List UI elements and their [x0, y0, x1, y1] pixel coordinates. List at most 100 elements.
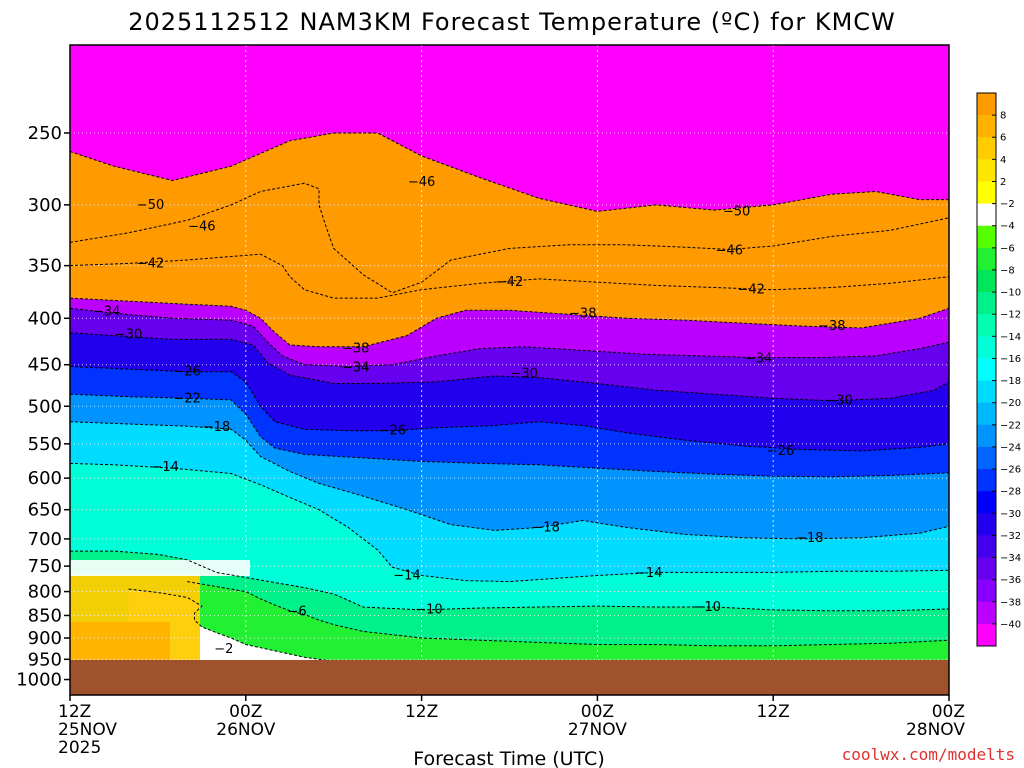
- x-axis-label: Forecast Time (UTC): [413, 748, 604, 768]
- x-tick-label-60-1: 28NOV: [906, 720, 965, 740]
- y-tick-label-450: 450: [28, 355, 62, 376]
- colorbar-swatch-3: [977, 159, 996, 182]
- colorbar-label--40: −40: [1000, 619, 1021, 630]
- contour-line--18: [70, 421, 949, 540]
- contour-label--26: −26: [767, 444, 794, 459]
- y-tick-label-350: 350: [28, 256, 62, 277]
- contour-label--34: −34: [745, 352, 772, 367]
- y-tick-label-650: 650: [28, 500, 62, 521]
- contour-label--18: −18: [203, 420, 230, 435]
- warm-layer-orange: [70, 622, 170, 664]
- colorbar-label--28: −28: [1000, 487, 1021, 498]
- x-tick-label-0-2: 2025: [58, 738, 101, 758]
- y-tick-label-250: 250: [28, 123, 62, 144]
- y-tick-label-400: 400: [28, 308, 62, 329]
- colorbar-swatch-23: [977, 601, 996, 625]
- colorbar-label--22: −22: [1000, 420, 1021, 431]
- y-tick-label-300: 300: [28, 195, 62, 216]
- colorbar-label--30: −30: [1000, 509, 1021, 520]
- contour-label--10: −10: [415, 602, 442, 617]
- pressure-axis: 2503003504004505005506006507007508008509…: [16, 123, 70, 691]
- contour-line--30: [70, 332, 949, 402]
- colorbar-label--18: −18: [1000, 376, 1021, 387]
- contour-label--50: −50: [723, 204, 750, 219]
- colorbar-label--16: −16: [1000, 354, 1021, 365]
- colorbar-label--4: −4: [1000, 221, 1015, 232]
- y-tick-label-600: 600: [28, 468, 62, 489]
- colorbar-swatch-19: [977, 513, 996, 536]
- colorbar-swatch-13: [977, 380, 996, 403]
- contour-label--50: −50: [137, 198, 164, 213]
- colorbar-label--34: −34: [1000, 553, 1021, 564]
- contour-line--46: [70, 182, 949, 294]
- y-tick-label-950: 950: [28, 649, 62, 670]
- x-tick-label-0-1: 25NOV: [58, 720, 117, 740]
- contour-line--50: [70, 132, 949, 212]
- colorbar-swatch-6: [977, 225, 996, 249]
- x-tick-label-36-0: 00Z: [581, 702, 614, 722]
- colorbar-frame: [976, 92, 997, 647]
- contour-label--10: −10: [694, 600, 721, 615]
- contour-label--18: −18: [796, 531, 823, 546]
- colorbar-label--36: −36: [1000, 575, 1021, 586]
- colorbar-label-4: 4: [1000, 155, 1006, 166]
- contour-label--26: −26: [379, 424, 406, 439]
- colorbar-swatch-14: [977, 402, 996, 426]
- colorbar-swatch-5: [977, 203, 996, 227]
- colorbar-swatch-20: [977, 535, 996, 558]
- ground-surface: [70, 660, 949, 695]
- contour-line--42: [70, 253, 949, 299]
- colorbar-swatch-9: [977, 292, 996, 315]
- contour-label--46: −46: [408, 175, 435, 190]
- contour-label--42: −42: [137, 256, 164, 271]
- colorbar-swatch-22: [977, 579, 996, 603]
- contour-line--34: [70, 307, 949, 368]
- colorbar: 8 6 4 2 −2 −4 −6 −8 −10 −12 −14 −16 −18 −20 −22 −24 −26 −…: [976, 92, 1021, 647]
- colorbar-swatch-18: [977, 491, 996, 514]
- colorbar-swatch-17: [977, 469, 996, 492]
- contour-label--14: −14: [635, 566, 662, 581]
- y-tick-label-1000: 1000: [16, 670, 62, 691]
- colorbar-label--38: −38: [1000, 597, 1021, 608]
- contour-label--14: −14: [152, 460, 179, 475]
- contour-label--34: −34: [342, 360, 369, 375]
- contour-label--34: −34: [93, 304, 120, 319]
- credit-text: coolwx.com/modelts: [842, 745, 1015, 764]
- contour-label--30: −30: [825, 394, 852, 409]
- x-tick-label-12-1: 26NOV: [216, 720, 275, 740]
- colorbar-swatch-24: [977, 623, 996, 647]
- contour-label--46: −46: [188, 220, 215, 235]
- plot-frame: [69, 44, 950, 696]
- y-tick-label-850: 850: [28, 605, 62, 626]
- x-tick-label-24-0: 12Z: [405, 702, 438, 722]
- colorbar-label--32: −32: [1000, 531, 1021, 542]
- chart-title: 2025112512 NAM3KM Forecast Temperature (…: [128, 8, 896, 36]
- colorbar-swatch-7: [977, 247, 996, 271]
- colorbar-label--20: −20: [1000, 398, 1021, 409]
- colorbar-swatch-4: [977, 181, 996, 204]
- contour-label--38: −38: [818, 319, 845, 334]
- contour-line--14: [70, 462, 949, 583]
- contour-label--26: −26: [173, 365, 200, 380]
- melting-layer-white: [70, 560, 250, 576]
- colorbar-label--8: −8: [1000, 265, 1015, 276]
- contour-line--2: [128, 588, 364, 664]
- contour-label--6: −6: [287, 605, 306, 620]
- contour-label--38: −38: [342, 342, 369, 357]
- x-tick-label-0-0: 12Z: [58, 702, 91, 722]
- contour-label--42: −42: [496, 275, 523, 290]
- isotherm-contours: −50 −50 −46 −46 −46 −42 −42 −42 −38 −38 −38 −34 −34 −…: [70, 132, 949, 664]
- contour-label--22: −22: [173, 391, 200, 406]
- y-tick-label-800: 800: [28, 582, 62, 603]
- colorbar-swatch-2: [977, 137, 996, 160]
- gridlines: [70, 45, 949, 695]
- x-tick-label-48-0: 12Z: [757, 702, 790, 722]
- colorbar-label-2: 2: [1000, 177, 1006, 188]
- colorbar-swatch-1: [977, 115, 996, 138]
- colorbar-swatch-10: [977, 314, 996, 337]
- colorbar-swatch-16: [977, 446, 996, 470]
- y-tick-label-900: 900: [28, 628, 62, 649]
- x-tick-label-12-0: 00Z: [229, 702, 262, 722]
- y-tick-label-750: 750: [28, 556, 62, 577]
- x-tick-label-36-1: 27NOV: [568, 720, 627, 740]
